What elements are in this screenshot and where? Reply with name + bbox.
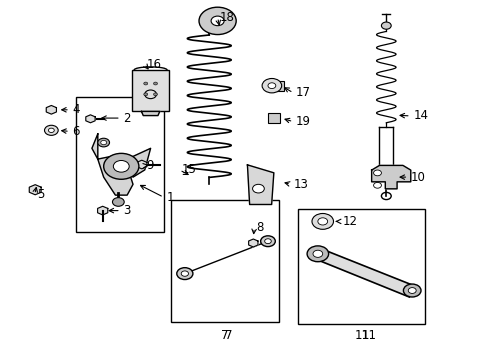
Circle shape [101, 140, 106, 145]
Text: 18: 18 [220, 11, 234, 24]
Text: 13: 13 [293, 178, 307, 191]
Bar [267, 113, 279, 123]
Bar [76, 97, 163, 232]
Text: 12: 12 [342, 215, 357, 228]
Circle shape [98, 138, 109, 147]
Circle shape [181, 271, 188, 276]
Polygon shape [137, 160, 146, 169]
Text: 5: 5 [37, 188, 44, 201]
Circle shape [153, 82, 157, 85]
Circle shape [317, 218, 327, 225]
Text: 9: 9 [146, 159, 154, 172]
Text: 7: 7 [224, 329, 232, 342]
Text: 4: 4 [72, 103, 80, 116]
Bar [271, 81, 284, 91]
Circle shape [252, 184, 264, 193]
Polygon shape [247, 165, 273, 204]
Circle shape [199, 7, 236, 35]
Text: 8: 8 [256, 221, 264, 234]
Text: 19: 19 [295, 115, 310, 128]
Polygon shape [92, 134, 150, 195]
Text: 10: 10 [410, 171, 425, 184]
Polygon shape [317, 248, 412, 297]
Circle shape [103, 153, 139, 179]
Circle shape [260, 236, 275, 247]
Circle shape [312, 250, 322, 257]
Bar [298, 209, 425, 324]
Text: 11: 11 [354, 329, 368, 342]
Circle shape [267, 83, 275, 89]
Circle shape [44, 125, 58, 135]
Text: 1: 1 [166, 191, 173, 204]
Circle shape [403, 284, 420, 297]
Text: 16: 16 [146, 58, 162, 71]
Circle shape [143, 93, 147, 96]
Circle shape [153, 93, 157, 96]
Circle shape [311, 213, 333, 229]
Circle shape [143, 82, 147, 85]
Circle shape [381, 22, 390, 29]
Circle shape [211, 16, 224, 26]
Text: 17: 17 [295, 86, 310, 99]
Polygon shape [141, 111, 160, 116]
Polygon shape [46, 105, 56, 114]
Text: 7: 7 [221, 329, 228, 342]
Polygon shape [248, 239, 258, 247]
Circle shape [113, 161, 129, 172]
Circle shape [262, 78, 281, 93]
Text: 3: 3 [123, 204, 130, 217]
Circle shape [112, 198, 124, 206]
Polygon shape [98, 206, 107, 215]
Bar [171, 200, 278, 322]
Circle shape [264, 239, 271, 244]
Bar [132, 70, 169, 111]
Polygon shape [29, 185, 41, 195]
Circle shape [373, 183, 381, 188]
Circle shape [177, 268, 192, 279]
Polygon shape [371, 166, 410, 189]
Text: 14: 14 [412, 109, 427, 122]
Circle shape [306, 246, 328, 262]
Circle shape [48, 128, 54, 132]
Text: 6: 6 [72, 125, 80, 138]
Text: 11: 11 [361, 329, 376, 342]
Circle shape [373, 170, 381, 176]
Circle shape [407, 288, 415, 293]
Text: 15: 15 [182, 163, 196, 176]
Text: 2: 2 [123, 112, 130, 125]
Polygon shape [85, 115, 95, 123]
